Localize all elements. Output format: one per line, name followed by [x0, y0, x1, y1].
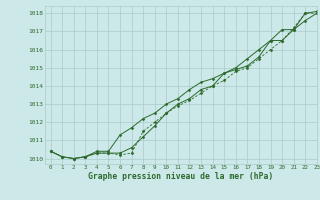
X-axis label: Graphe pression niveau de la mer (hPa): Graphe pression niveau de la mer (hPa): [88, 172, 273, 181]
